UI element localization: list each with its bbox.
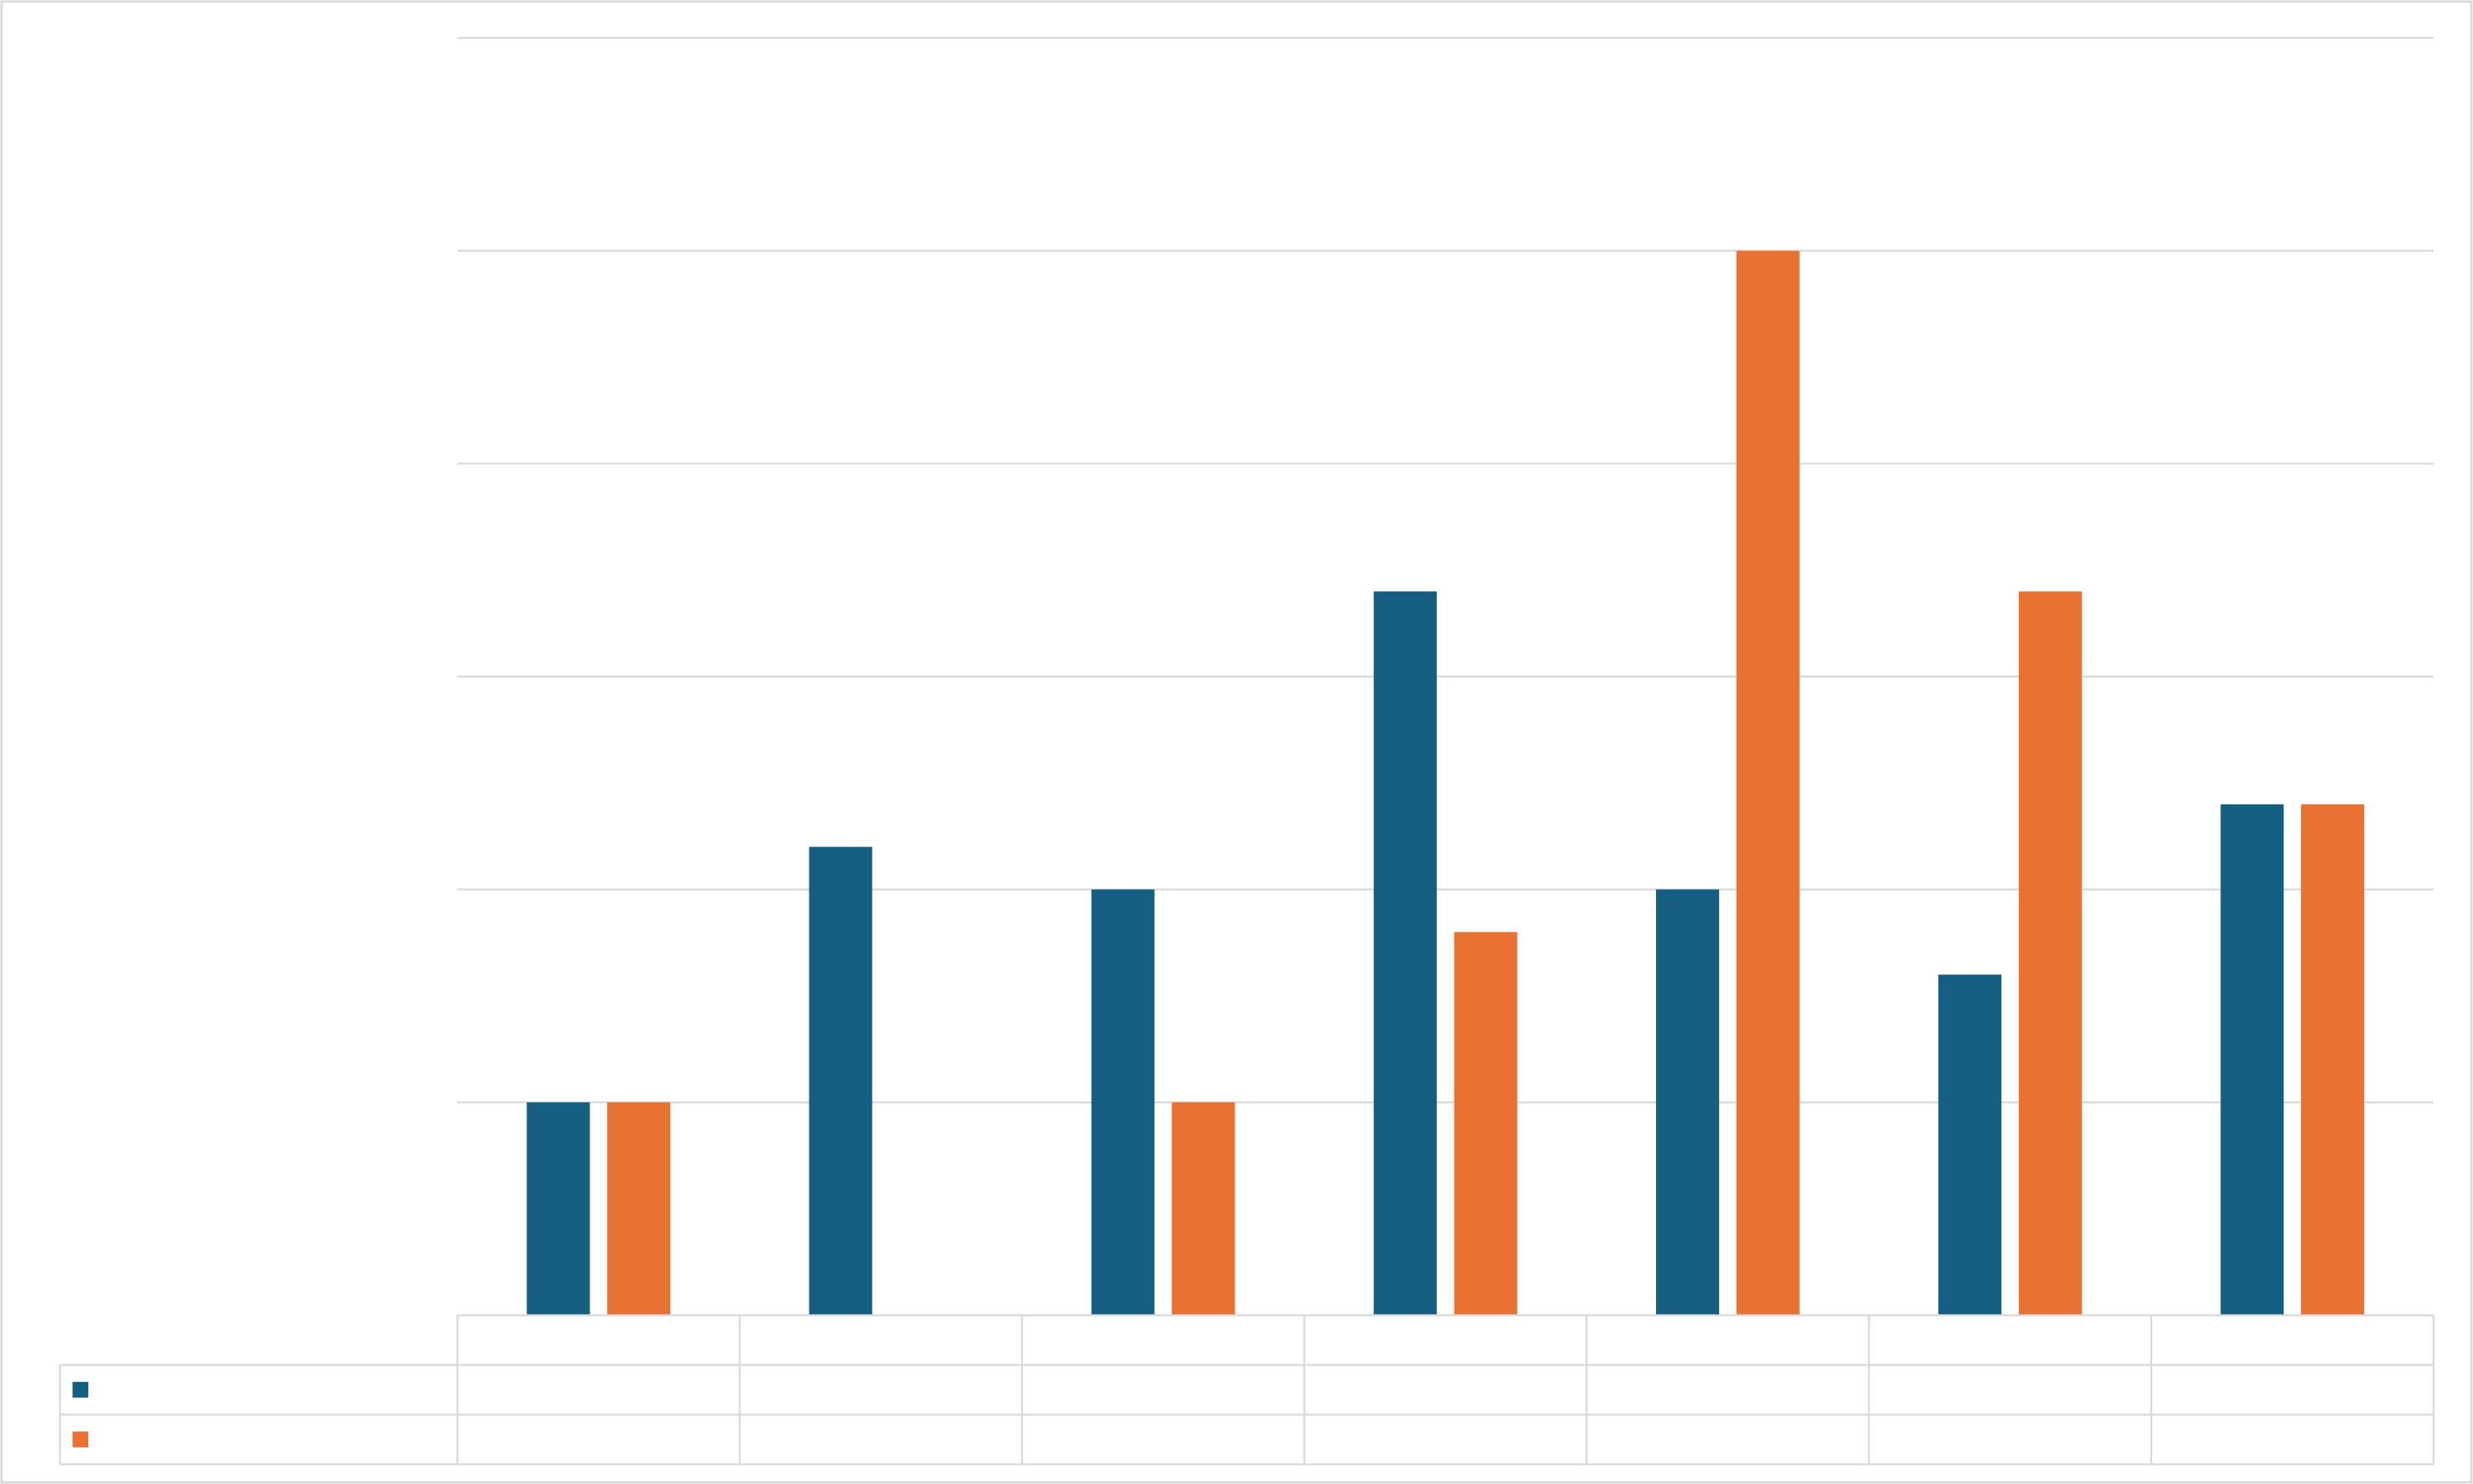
legend-swatch <box>72 1432 89 1447</box>
bar <box>1454 932 1518 1316</box>
bar <box>1171 1102 1235 1316</box>
bar <box>1938 974 2002 1316</box>
bar <box>2018 591 2082 1316</box>
bar <box>1373 591 1437 1316</box>
bar <box>2220 804 2284 1316</box>
bar <box>526 1102 590 1316</box>
bar <box>1091 889 1155 1316</box>
bar <box>607 1102 671 1316</box>
bar <box>809 847 873 1316</box>
bar <box>1736 250 1800 1316</box>
legend-swatch <box>72 1381 89 1398</box>
bar <box>2300 804 2364 1316</box>
bar <box>1656 889 1719 1316</box>
